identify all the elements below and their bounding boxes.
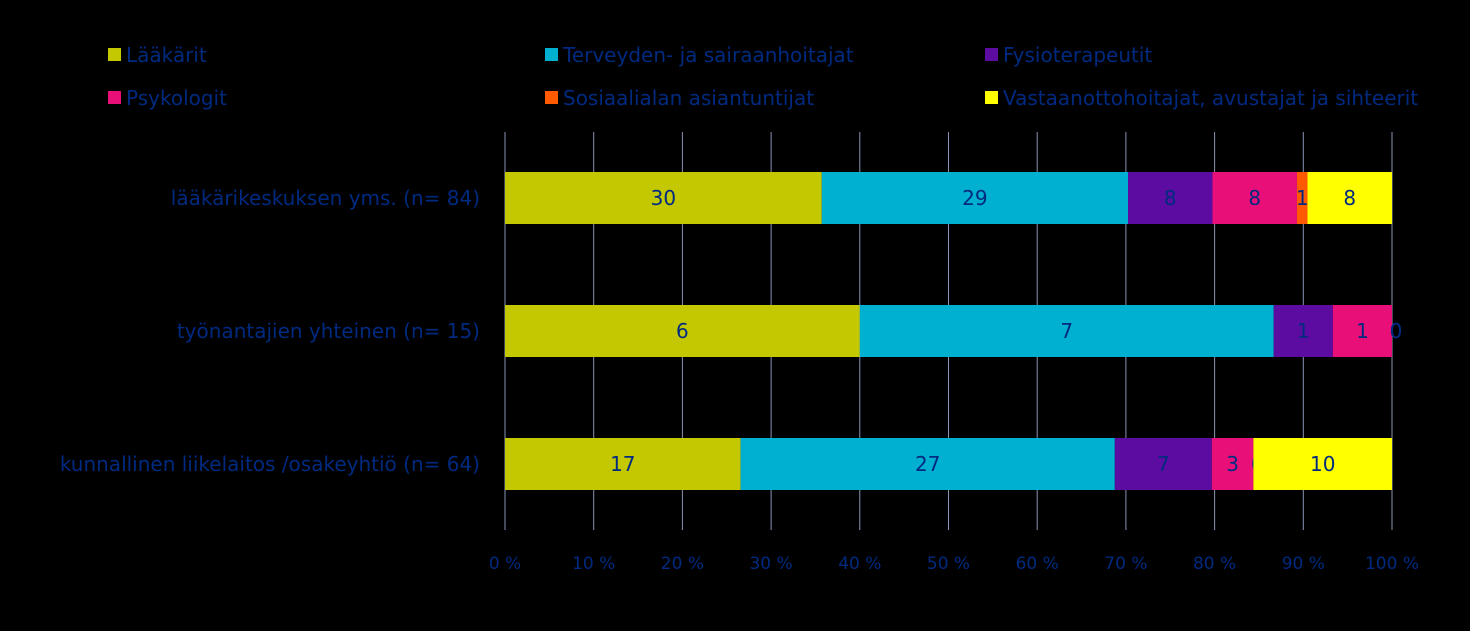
legend-label: Lääkärit bbox=[126, 43, 207, 67]
data-label: 17 bbox=[610, 452, 635, 476]
x-tick-label: 50 % bbox=[927, 554, 970, 574]
bar-segment bbox=[1253, 438, 1392, 490]
legend: Lääkärit Terveyden- ja sairaanhoitajat Fys… bbox=[108, 43, 1418, 110]
data-label: 29 bbox=[962, 186, 987, 210]
x-axis: 0 % 10 % 20 % 30 % 40 % 50 % 60 % 70 % 80 % 90 % 1… bbox=[489, 554, 1419, 574]
data-label: 7 bbox=[1157, 452, 1170, 476]
legend-swatch bbox=[545, 91, 558, 104]
data-label: 30 bbox=[651, 186, 676, 210]
data-label: 0 bbox=[1390, 319, 1403, 343]
legend-swatch bbox=[108, 91, 121, 104]
legend-swatch bbox=[985, 91, 998, 104]
bar-segment bbox=[821, 172, 1129, 224]
bar-segment bbox=[505, 438, 741, 490]
data-label: 8 bbox=[1164, 186, 1177, 210]
bar-segment bbox=[1296, 172, 1308, 224]
x-tick-label: 60 % bbox=[1016, 554, 1059, 574]
data-label: 0 bbox=[1390, 319, 1403, 343]
x-tick-label: 10 % bbox=[572, 554, 615, 574]
x-tick-label: 0 % bbox=[489, 554, 521, 574]
bar-segment bbox=[1114, 438, 1212, 490]
category-label: työnantajien yhteinen (n= 15) bbox=[177, 319, 480, 343]
legend-label: Fysioterapeutit bbox=[1003, 43, 1152, 67]
legend-label: Terveyden- ja sairaanhoitajat bbox=[562, 43, 854, 67]
data-label: 1 bbox=[1356, 319, 1369, 343]
category-label: lääkärikeskuksen yms. (n= 84) bbox=[171, 186, 480, 210]
legend-swatch bbox=[545, 48, 558, 61]
x-tick-label: 30 % bbox=[749, 554, 792, 574]
bar-segment bbox=[1212, 172, 1297, 224]
bar-segment bbox=[1307, 172, 1392, 224]
bar-segment bbox=[740, 438, 1115, 490]
x-tick-label: 40 % bbox=[838, 554, 881, 574]
data-label: 1 bbox=[1296, 186, 1309, 210]
bar-segment bbox=[505, 305, 860, 357]
x-tick-label: 100 % bbox=[1365, 554, 1419, 574]
data-label: 10 bbox=[1310, 452, 1335, 476]
bar-segment bbox=[859, 305, 1274, 357]
data-label: 8 bbox=[1343, 186, 1356, 210]
category-labels: lääkärikeskuksen yms. (n= 84) työnantajie… bbox=[60, 186, 480, 476]
bar-segment bbox=[1332, 305, 1392, 357]
legend-label: Psykologit bbox=[126, 86, 227, 110]
category-label: kunnallinen liikelaitos /osakeyhtiö (n= … bbox=[60, 452, 480, 476]
data-label: 3 bbox=[1226, 452, 1239, 476]
bar-segment bbox=[1211, 438, 1254, 490]
legend-label: Vastaanottohoitajat, avustajat ja sihtee… bbox=[1003, 86, 1418, 110]
x-tick-label: 70 % bbox=[1104, 554, 1147, 574]
legend-swatch bbox=[108, 48, 121, 61]
x-tick-label: 80 % bbox=[1193, 554, 1236, 574]
data-label: 6 bbox=[676, 319, 689, 343]
data-label: 7 bbox=[1060, 319, 1073, 343]
x-tick-label: 20 % bbox=[661, 554, 704, 574]
x-tick-label: 90 % bbox=[1282, 554, 1325, 574]
data-label: 27 bbox=[915, 452, 940, 476]
data-label: 1 bbox=[1297, 319, 1310, 343]
bars: 30298818671100172773010 bbox=[505, 172, 1402, 490]
legend-label: Sosiaalialan asiantuntijat bbox=[563, 86, 814, 110]
bar-segment bbox=[505, 172, 822, 224]
bar-segment bbox=[1273, 305, 1333, 357]
data-label: 8 bbox=[1248, 186, 1261, 210]
legend-swatch bbox=[985, 48, 998, 61]
bar-segment bbox=[1128, 172, 1213, 224]
